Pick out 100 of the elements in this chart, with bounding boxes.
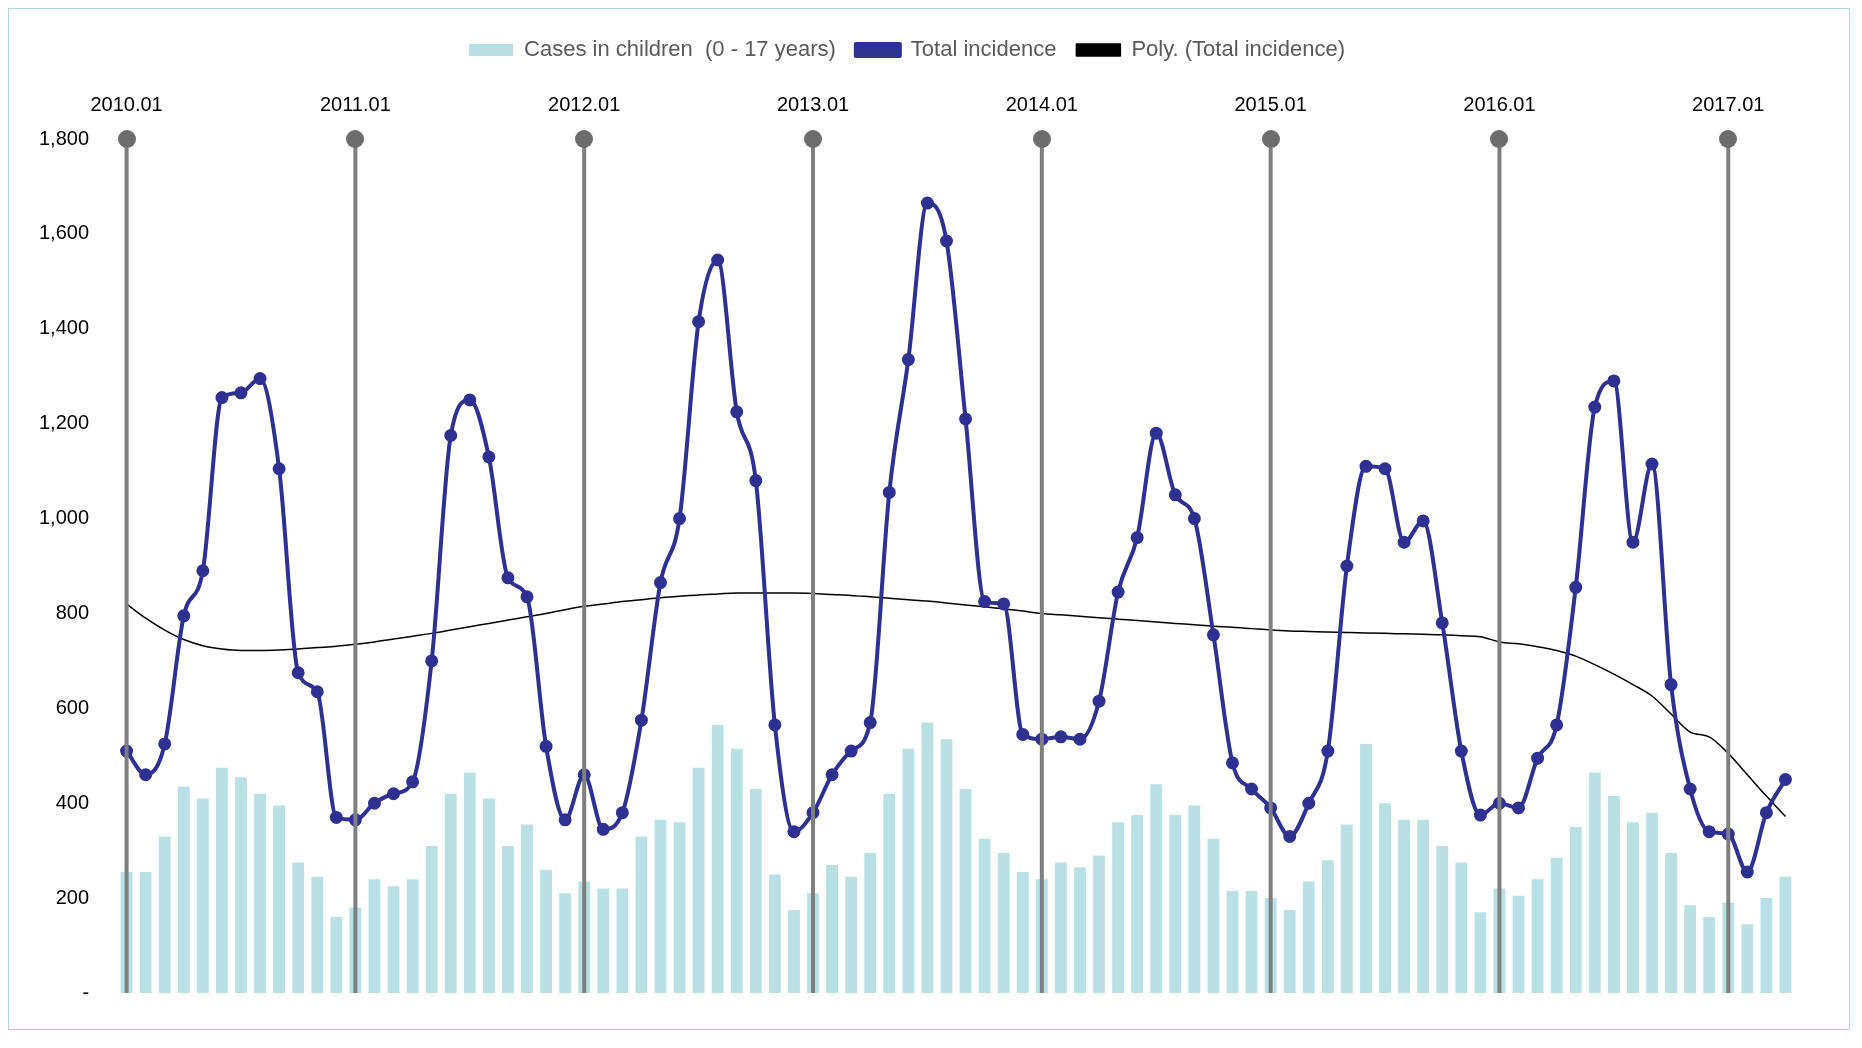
- bar: [559, 893, 572, 993]
- bar: [1569, 826, 1582, 993]
- bar: [1245, 890, 1258, 993]
- bar: [883, 793, 896, 993]
- bar: [216, 767, 228, 993]
- bar: [616, 888, 629, 993]
- bar: [1112, 822, 1125, 993]
- bar: [1474, 912, 1487, 993]
- y-tick-label: 1,600: [38, 221, 90, 244]
- x-tick-label: 2011.01: [319, 92, 391, 115]
- y-tick-label: 600: [55, 695, 90, 718]
- legend-label: Total incidence: [910, 36, 1057, 62]
- bar: [139, 872, 152, 993]
- bar: [711, 724, 724, 993]
- bar: [749, 788, 762, 993]
- bar: [1302, 881, 1315, 993]
- bar: [330, 917, 343, 993]
- bar: [997, 853, 1010, 993]
- bar: [463, 772, 476, 993]
- bar: [502, 845, 514, 993]
- bar: [1016, 872, 1029, 993]
- bar: [826, 864, 838, 993]
- bar: [1226, 890, 1239, 993]
- bar: [864, 853, 877, 993]
- y-tick-label: 1,800: [38, 126, 90, 149]
- bar: [1627, 822, 1639, 993]
- bar: [292, 862, 305, 993]
- bar: [1188, 805, 1201, 993]
- y-tick-label: 1,000: [38, 506, 90, 529]
- bar: [1703, 917, 1716, 993]
- bar: [482, 798, 495, 993]
- x-tick-label: 2013.01: [776, 92, 850, 115]
- bar: [959, 788, 972, 993]
- bar: [692, 767, 705, 993]
- bar: [921, 722, 934, 993]
- bar: [1741, 924, 1754, 993]
- bar: [158, 836, 171, 993]
- bar: [1321, 860, 1334, 993]
- y-tick-label: -: [82, 980, 90, 1003]
- bar: [635, 836, 648, 993]
- bar: [1169, 815, 1182, 993]
- bar: [177, 786, 190, 993]
- x-tick-label: 2016.01: [1463, 92, 1536, 115]
- legend-label: Poly. (Total incidence): [1131, 36, 1345, 62]
- bar: [1379, 803, 1391, 993]
- y-tick-label: 400: [55, 790, 90, 813]
- bar: [387, 886, 400, 993]
- bar: [406, 879, 419, 993]
- bar: [1779, 876, 1792, 993]
- bar: [902, 748, 915, 993]
- y-tick-label: 200: [55, 885, 90, 908]
- bar: [673, 822, 686, 993]
- x-tick-label: 2017.01: [1692, 92, 1765, 115]
- bar: [1150, 784, 1163, 993]
- bar: [1646, 812, 1658, 993]
- bar: [1207, 838, 1220, 993]
- bar: [845, 876, 858, 993]
- bar: [1512, 895, 1525, 993]
- legend-label: Cases in children (0 - 17 years): [524, 36, 836, 62]
- bar: [1760, 898, 1773, 993]
- bar: [1684, 905, 1697, 993]
- bar: [1455, 862, 1468, 993]
- bar: [311, 876, 324, 993]
- bar: [768, 874, 781, 993]
- bar: [254, 793, 266, 993]
- y-tick-label: 1,200: [38, 411, 90, 434]
- bar: [540, 869, 552, 993]
- bar: [1093, 855, 1105, 993]
- y-tick-label: 1,400: [38, 316, 90, 339]
- bar: [1131, 815, 1144, 993]
- bar: [1360, 743, 1372, 993]
- bar: [444, 793, 457, 993]
- bar: [1531, 879, 1544, 993]
- bar: [597, 888, 610, 993]
- bar: [1398, 819, 1411, 993]
- bar: [235, 777, 247, 993]
- bar: [1550, 857, 1563, 993]
- bar: [978, 838, 991, 993]
- bar: [1607, 796, 1620, 993]
- bar: [1417, 819, 1430, 993]
- bar: [1588, 772, 1601, 993]
- bar: [196, 798, 209, 993]
- bar: [1054, 862, 1067, 993]
- bar: [940, 739, 953, 993]
- bar: [425, 845, 438, 993]
- bar: [521, 824, 533, 993]
- bar: [1283, 909, 1296, 993]
- bar: [730, 748, 743, 993]
- bar: [1436, 845, 1449, 993]
- bar: [788, 909, 800, 993]
- x-tick-label: 2015.01: [1234, 92, 1307, 115]
- x-tick-label: 2012.01: [548, 92, 621, 115]
- bar: [1074, 867, 1086, 993]
- bar: [368, 879, 381, 993]
- bar: [1665, 853, 1677, 993]
- bar: [654, 819, 667, 993]
- y-tick-label: 800: [55, 600, 90, 623]
- x-tick-label: 2010.01: [90, 92, 163, 115]
- bar: [1341, 824, 1353, 993]
- x-tick-label: 2014.01: [1005, 92, 1078, 115]
